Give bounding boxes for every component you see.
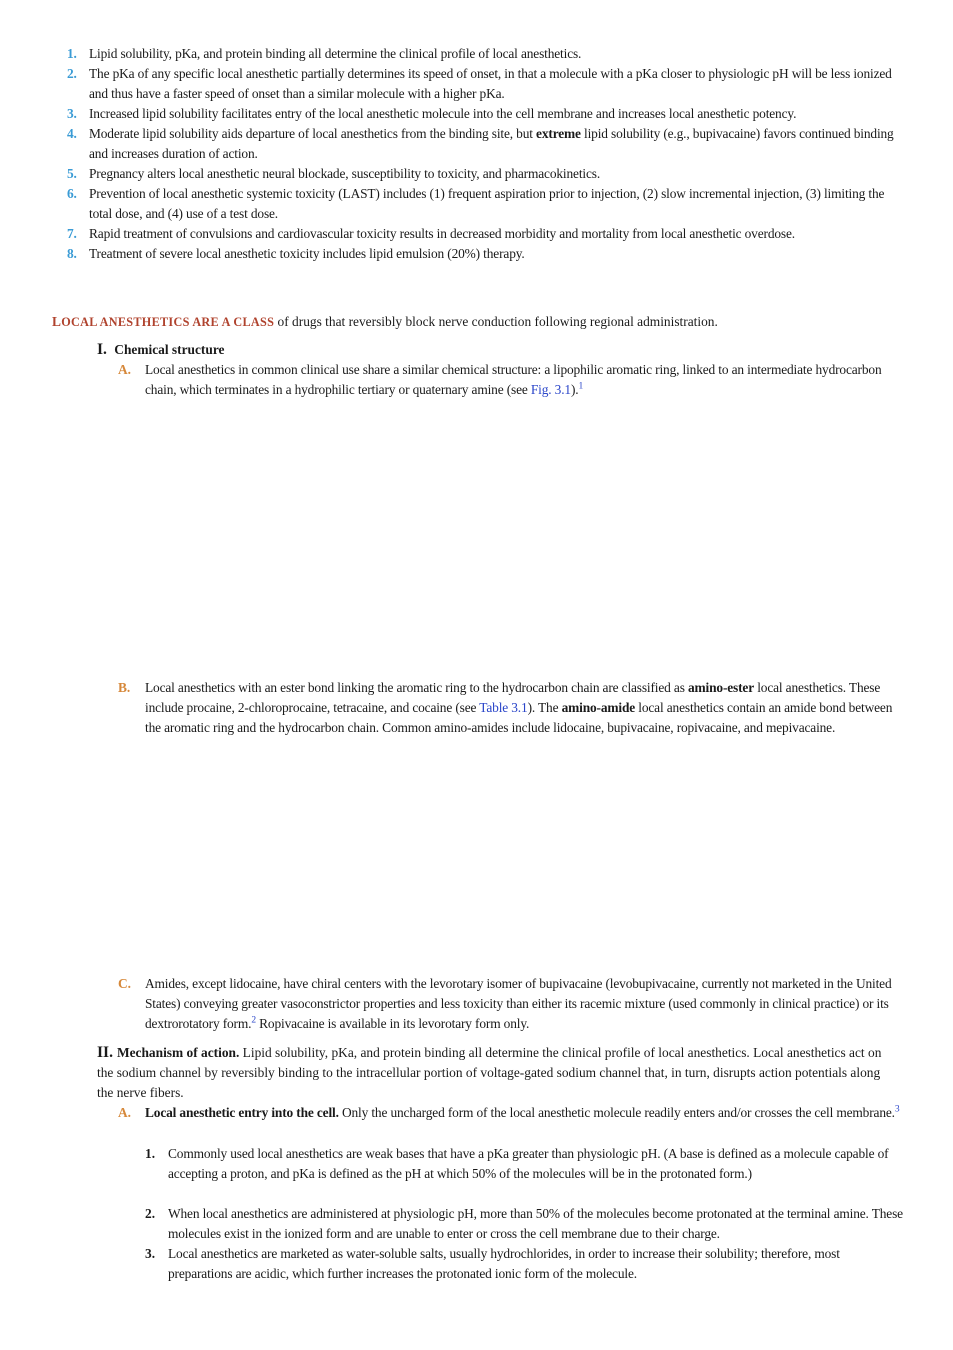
section-number: II.	[97, 1044, 113, 1061]
subsection-1b: B. Local anesthetics with an ester bond …	[118, 680, 893, 735]
subsection-letter: B.	[118, 680, 131, 695]
table-link[interactable]: Table 3.1	[479, 700, 528, 715]
subsection-title: Local anesthetic entry into the cell.	[145, 1105, 339, 1120]
key-point-number: 7.	[67, 226, 77, 241]
key-point-number: 4.	[67, 126, 77, 141]
subsection-1a: A. Local anesthetics in common clinical …	[118, 362, 882, 397]
key-point-emphasis: extreme	[536, 126, 581, 141]
subsection-2a: A. Local anesthetic entry into the cell.…	[118, 1103, 908, 1123]
item-text: Local anesthetics are marketed as water-…	[168, 1246, 840, 1281]
section-title: Chemical structure	[114, 342, 225, 357]
key-point: 8. Treatment of severe local anesthetic t…	[52, 244, 902, 264]
subsection-letter: C.	[118, 976, 132, 991]
intro-text: of drugs that reversibly block nerve con…	[274, 314, 718, 329]
subsection-1c: C. Amides, except lidocaine, have chiral…	[118, 976, 892, 1031]
key-point: 7. Rapid treatment of convulsions and car…	[52, 224, 902, 244]
key-point: 5. Pregnancy alters local anesthetic neur…	[52, 164, 902, 184]
item-text: When local anesthetics are administered …	[168, 1206, 903, 1241]
key-point: 3. Increased lipid solubility facilitates…	[52, 104, 902, 124]
section-heading-chemical-structure: I. Chemical structure	[97, 340, 907, 360]
reference-link[interactable]: 2	[251, 1015, 256, 1026]
key-point: 2. The pKa of any specific local anesthet…	[52, 64, 902, 104]
figure-link[interactable]: Fig. 3.1	[530, 382, 571, 397]
numbered-item: 3. Local anesthetics are marketed as wat…	[145, 1244, 905, 1284]
key-point-text: Treatment of severe local anesthetic tox…	[89, 246, 525, 261]
key-point-number: 1.	[67, 46, 77, 61]
key-point-text: Lipid solubility, pKa, and protein bindi…	[89, 46, 582, 61]
subsection-letter: A.	[118, 1105, 132, 1120]
key-point-text: lipid solubility (e.g., bupivacaine) fav…	[89, 126, 894, 161]
section-mechanism-of-action: II. Mechanism of action. Lipid solubility…	[97, 1044, 882, 1100]
figure-placeholder	[145, 402, 905, 672]
item-number: 2.	[145, 1206, 156, 1221]
key-point-text: Rapid treatment of convulsions and cardi…	[89, 226, 795, 241]
key-point-text: The pKa of any specific local anesthetic…	[89, 66, 892, 101]
reference-link[interactable]: 3	[894, 1104, 900, 1115]
key-point: 1. Lipid solubility, pKa, and protein bin…	[52, 44, 902, 64]
numbered-item: 2. When local anesthetics are administer…	[145, 1204, 905, 1244]
subsection-letter: A.	[118, 362, 132, 377]
section-title: Mechanism of action.	[116, 1045, 240, 1060]
item-number: 3.	[145, 1246, 156, 1261]
key-point-text: Increased lipid solubility facilitates e…	[89, 106, 797, 121]
key-point-number: 2.	[67, 66, 77, 81]
key-points-list: 1. Lipid solubility, pKa, and protein bin…	[52, 44, 902, 264]
key-point-text: Pregnancy alters local anesthetic neural…	[89, 166, 601, 181]
key-point-number: 5.	[67, 166, 77, 181]
numbered-item: 1. Commonly used local anesthetics are w…	[145, 1144, 905, 1184]
section-number: I.	[97, 341, 107, 358]
key-point-number: 8.	[67, 246, 77, 261]
item-number: 1.	[145, 1146, 156, 1161]
key-point-number: 6.	[67, 186, 77, 201]
intro-lead: LOCAL ANESTHETICS ARE A CLASS	[52, 314, 275, 329]
key-point-text: Prevention of local anesthetic systemic …	[89, 186, 885, 221]
key-point-number: 3.	[67, 106, 77, 121]
key-point-text: Moderate lipid solubility aids departure…	[89, 126, 537, 141]
key-point: 4. Moderate lipid solubility aids departu…	[52, 124, 902, 164]
table-placeholder	[145, 762, 905, 967]
reference-link[interactable]: 1	[578, 381, 584, 392]
item-text: Commonly used local anesthetics are weak…	[168, 1146, 889, 1181]
intro-paragraph: LOCAL ANESTHETICS ARE A CLASS of drugs t…	[52, 312, 912, 332]
key-point: 6. Prevention of local anesthetic systemi…	[52, 184, 902, 224]
